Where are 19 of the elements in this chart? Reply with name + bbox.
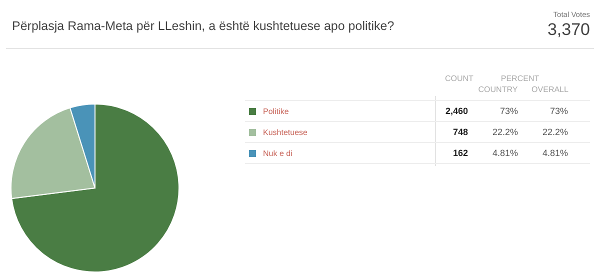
chart-title: Përplasja Rama-Meta për LLeshin, a është kushtetuese apo politike? [12, 19, 394, 33]
text: 3,370 [547, 20, 590, 40]
legend-label: Nuk e di [263, 149, 292, 158]
legend-label: Kushtetuese [263, 128, 308, 137]
data-label: 748 [452, 127, 468, 137]
text: 73% [500, 106, 518, 116]
text: 4.81% [542, 148, 568, 158]
text: PERCENT [500, 74, 540, 83]
data-label: 2,460 [445, 106, 468, 116]
text: OVERALL [530, 85, 570, 94]
text: COUNTRY [478, 85, 518, 94]
text: 73% [550, 106, 568, 116]
text: 22.2% [492, 127, 518, 137]
text: 4.81% [492, 148, 518, 158]
text: COUNT [445, 74, 474, 83]
pie-slice [11, 104, 180, 272]
legend-label: Politike [263, 107, 289, 116]
data-label: 162 [452, 148, 468, 158]
text: 22.2% [542, 127, 568, 137]
